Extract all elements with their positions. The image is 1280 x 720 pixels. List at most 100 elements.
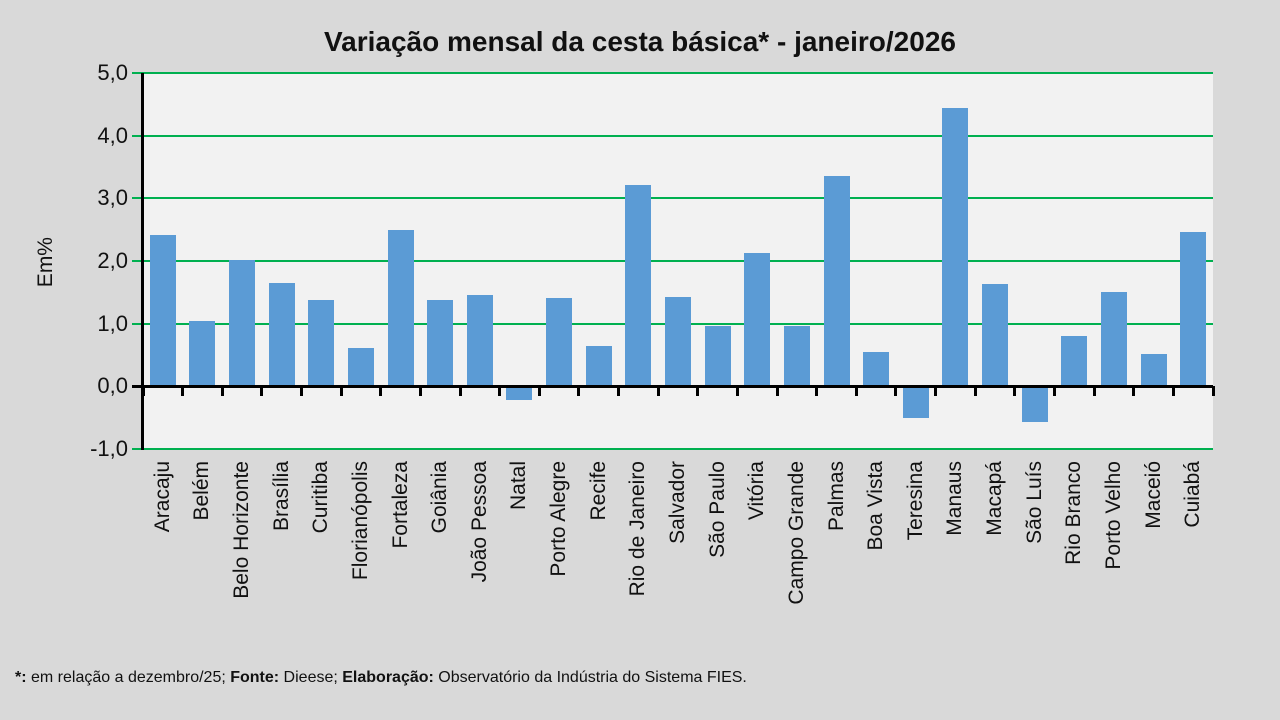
bar	[863, 351, 890, 387]
x-category-label: Belém	[190, 461, 214, 521]
x-category-label: Florianópolis	[348, 461, 372, 581]
x-axis-tick	[735, 386, 739, 397]
footnote-segment: Fonte:	[230, 669, 280, 686]
x-category-label: Porto Velho	[1101, 461, 1125, 570]
x-category-label: Brasília	[269, 461, 293, 532]
footnote-segment: em relação a dezembro/25;	[26, 669, 231, 686]
x-category-label: Teresina	[903, 461, 927, 541]
x-axis-tick	[973, 386, 977, 397]
bar	[546, 297, 573, 387]
footnote-segment: *:	[15, 669, 27, 686]
x-axis-tick	[775, 386, 779, 397]
bar	[189, 321, 216, 387]
y-tick-label: 4,0	[97, 122, 128, 148]
x-axis-tick	[1092, 386, 1096, 397]
x-category-label: Belo Horizonte	[230, 461, 254, 599]
x-category-label: Vitória	[745, 461, 769, 521]
x-category-label: Recife	[586, 461, 610, 521]
x-category-label: Palmas	[824, 461, 848, 532]
gridline	[132, 260, 1213, 262]
bar	[506, 386, 533, 401]
bar	[625, 184, 652, 387]
gridline	[132, 72, 1213, 74]
bar	[665, 296, 691, 387]
bar	[1100, 291, 1127, 387]
x-axis-tick	[498, 386, 502, 397]
x-category-label: Manaus	[943, 461, 967, 536]
x-axis-tick	[577, 386, 581, 397]
y-tick-label: 5,0	[97, 60, 128, 85]
x-axis-tick	[894, 386, 898, 397]
x-axis-tick	[181, 386, 185, 397]
bar	[268, 282, 295, 387]
y-tick-label: 1,0	[97, 310, 128, 336]
bar	[427, 300, 454, 387]
x-axis-tick	[260, 386, 264, 397]
footnote: *: em relação a dezembro/25; Fonte: Diee…	[15, 669, 747, 687]
x-category-label: Rio Branco	[1062, 461, 1086, 565]
x-axis-tick	[696, 386, 700, 397]
x-category-label: Macapá	[983, 461, 1007, 536]
y-tick-label: 3,0	[97, 185, 128, 211]
x-category-label: Goiânia	[428, 461, 452, 534]
x-axis-tick	[537, 386, 541, 397]
bar	[1140, 354, 1167, 387]
bar	[704, 325, 731, 387]
x-category-label: Porto Alegre	[547, 461, 571, 577]
footnote-segment: Dieese;	[279, 669, 343, 686]
bar	[387, 229, 414, 387]
bar	[902, 386, 929, 418]
x-axis-tick	[220, 386, 224, 397]
x-category-label: João Pessoa	[467, 461, 491, 583]
gridline	[132, 448, 1213, 450]
x-axis-tick	[617, 386, 621, 397]
bar	[1021, 386, 1048, 423]
x-category-label: Curitiba	[309, 461, 333, 534]
x-axis-tick	[458, 386, 462, 397]
bar	[1180, 232, 1207, 387]
x-axis-tick	[1171, 386, 1175, 397]
x-axis-tick	[934, 386, 938, 397]
x-axis-tick	[815, 386, 819, 397]
x-axis-tick	[1013, 386, 1017, 397]
bar	[942, 108, 969, 387]
bar	[149, 234, 176, 387]
chart-title: Variação mensal da cesta básica* - janei…	[324, 26, 956, 57]
gridline	[132, 197, 1213, 200]
x-category-label: Rio de Janeiro	[626, 461, 650, 597]
x-axis-tick	[656, 386, 660, 397]
x-category-label: Natal	[507, 461, 531, 511]
bar	[823, 175, 850, 387]
bar	[744, 253, 771, 387]
x-category-label: Maceió	[1141, 461, 1165, 529]
footnote-segment: Observatório da Indústria do Sistema FIE…	[433, 669, 747, 686]
footnote-segment: Elaboração:	[342, 669, 434, 686]
bar	[347, 348, 374, 387]
y-tick-label: 0,0	[97, 373, 128, 399]
x-category-label: São Paulo	[705, 461, 729, 558]
x-category-label: Campo Grande	[784, 461, 808, 605]
x-category-label: Salvador	[666, 461, 689, 544]
bar	[783, 326, 810, 387]
x-axis-tick	[418, 386, 422, 397]
x-axis-tick	[379, 386, 383, 397]
x-axis-tick	[1052, 386, 1056, 397]
x-axis-tick	[300, 386, 304, 397]
x-category-label: Cuiabá	[1181, 461, 1205, 528]
bar	[229, 260, 256, 387]
x-axis-tick	[1211, 386, 1215, 397]
x-axis-zero-line	[132, 384, 1213, 388]
y-axis-line	[141, 73, 144, 450]
bar	[1061, 335, 1088, 387]
gridline	[132, 134, 1213, 137]
x-axis-tick	[339, 386, 343, 397]
y-tick-label: 2,0	[97, 248, 128, 273]
x-axis-tick	[141, 386, 145, 397]
bar	[982, 283, 1009, 387]
x-axis-tick	[854, 386, 858, 397]
x-category-label: São Luís	[1022, 461, 1046, 544]
y-tick-label: -1,0	[90, 436, 128, 461]
x-category-label: Aracaju	[150, 461, 174, 533]
bar	[466, 295, 493, 387]
x-axis-tick	[1132, 386, 1136, 397]
